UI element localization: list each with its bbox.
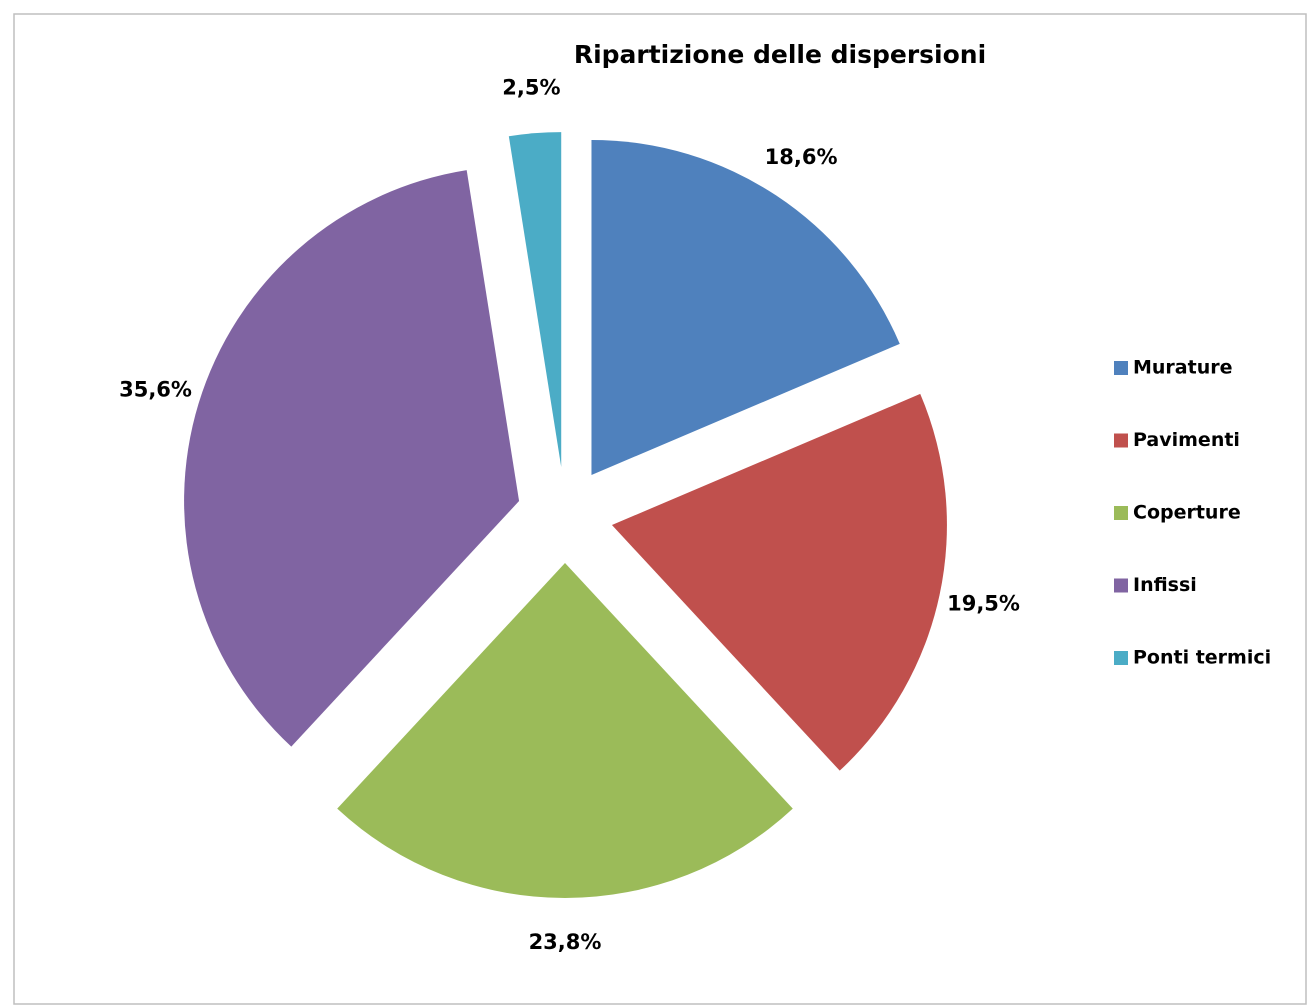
pie-slice	[184, 170, 520, 747]
legend-swatch	[1114, 433, 1128, 448]
data-label: 18,6%	[765, 145, 838, 169]
chart-title: Ripartizione delle dispersioni	[574, 40, 986, 69]
legend-swatch	[1114, 361, 1128, 375]
pie-slice	[611, 393, 947, 771]
legend-swatch	[1114, 506, 1128, 520]
legend-label: Pavimenti	[1133, 429, 1240, 451]
pie-slice	[591, 139, 900, 475]
legend-label: Coperture	[1133, 502, 1241, 524]
legend-label: Infissi	[1133, 574, 1197, 596]
pie-slice	[337, 563, 793, 898]
legend-swatch	[1114, 651, 1128, 665]
data-label: 2,5%	[502, 75, 560, 99]
data-label: 35,6%	[119, 377, 192, 401]
legend-label: Murature	[1133, 357, 1233, 379]
data-label: 19,5%	[947, 591, 1020, 615]
legend-label: Ponti termici	[1133, 647, 1271, 669]
data-label: 23,8%	[529, 930, 602, 954]
pie-slice	[508, 132, 562, 468]
legend-swatch	[1114, 578, 1128, 593]
